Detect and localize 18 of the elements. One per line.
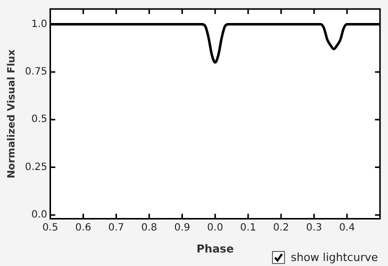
y-tick-label: 0.25 [25, 162, 48, 173]
x-tick-label: 0.2 [273, 222, 290, 234]
x-axis-title: Phase [196, 242, 234, 256]
x-tick-label: 0.9 [174, 222, 190, 234]
y-tick-label: 1.0 [31, 18, 48, 30]
x-tick-label: 0.5 [42, 222, 58, 234]
y-tick-label: 0.0 [31, 210, 48, 221]
y-axis-title: Normalized Visual Flux [6, 48, 18, 178]
x-tick-label: 0.7 [108, 222, 124, 234]
y-tick-label: 0.5 [31, 114, 48, 126]
text: show lightcurve [290, 251, 378, 264]
x-tick-label: 0.0 [207, 222, 224, 234]
x-tick-label: 0.1 [240, 222, 256, 234]
x-tick-label: 0.3 [306, 222, 322, 234]
y-tick-label: 0.75 [25, 66, 48, 78]
x-tick-label: 0.8 [141, 222, 158, 234]
x-tick-label: 0.4 [339, 222, 355, 234]
x-tick-label: 0.6 [75, 222, 92, 234]
